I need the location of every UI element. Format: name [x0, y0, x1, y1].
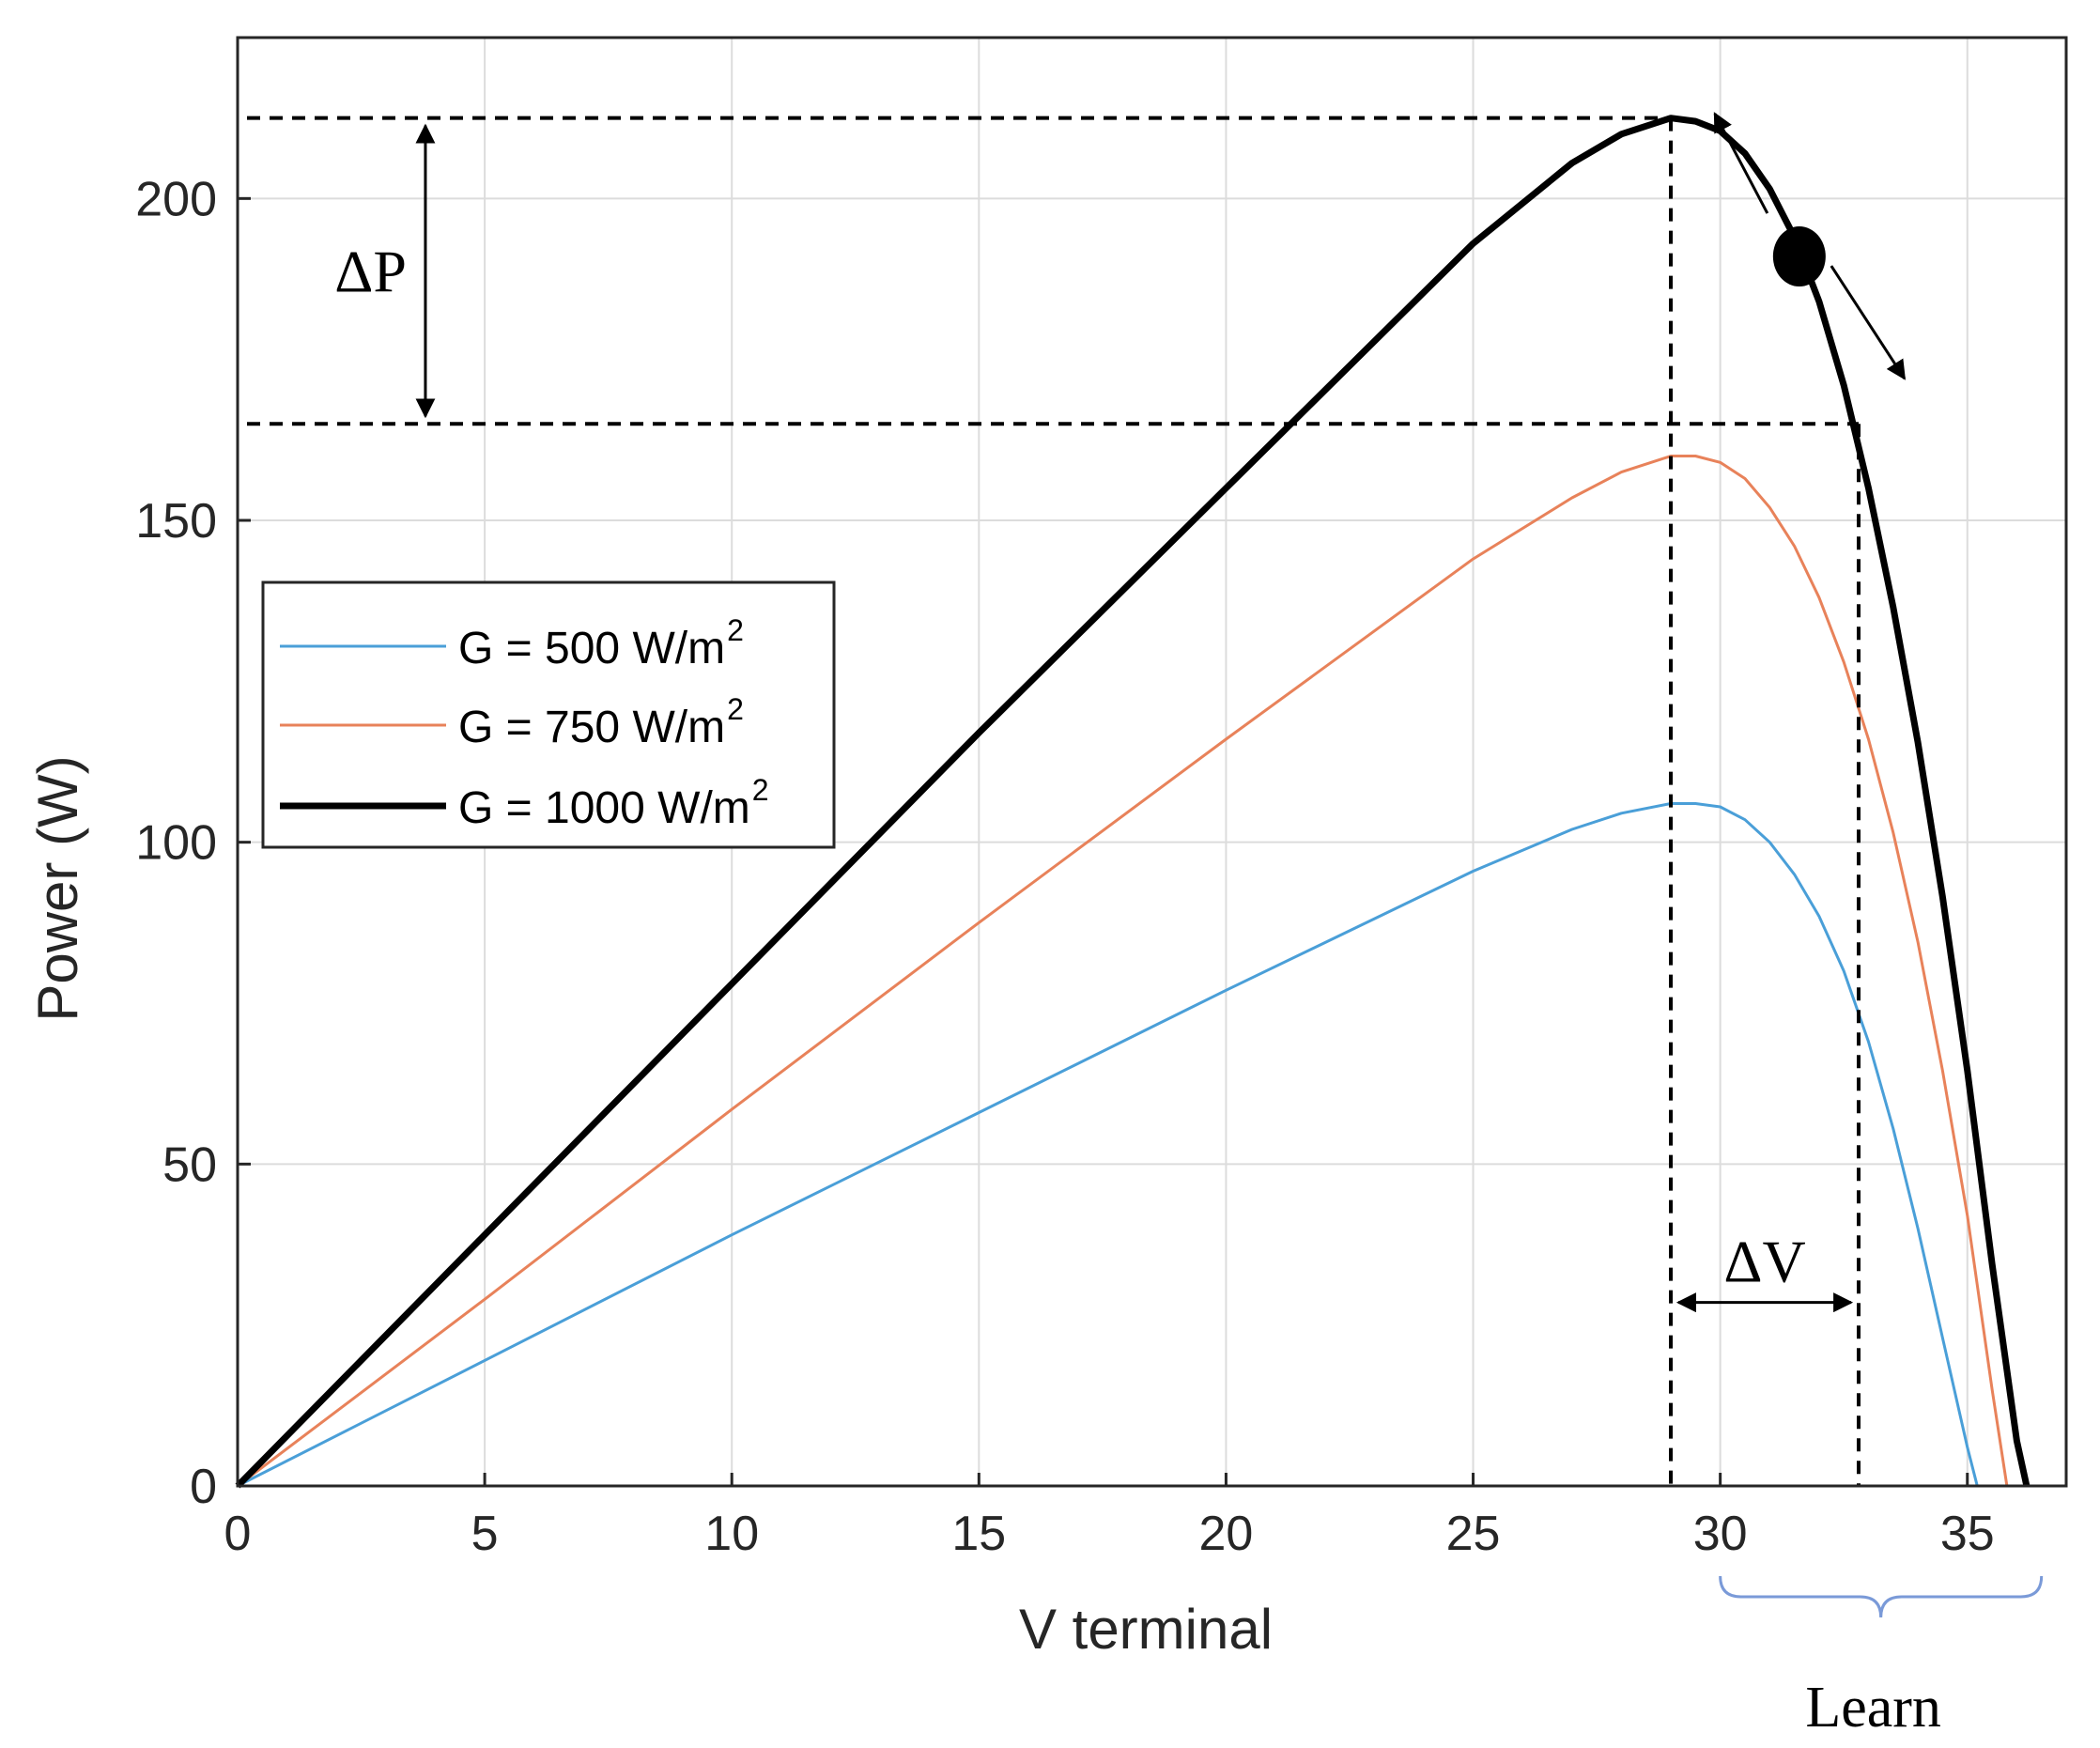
- learn-brace: [1719, 1575, 2044, 1618]
- operating-point-marker: [1772, 226, 1826, 287]
- y-tick-label: 150: [135, 494, 217, 549]
- learn-label: Learn: [1805, 1676, 1941, 1740]
- y-axis-label: Power (W): [26, 755, 89, 1021]
- x-tick-label: 10: [704, 1507, 759, 1561]
- y-tick-label: 0: [190, 1460, 217, 1514]
- legend-sup-1: 2: [727, 692, 744, 726]
- legend-sup-2: 2: [752, 773, 769, 807]
- series-line-1: [237, 455, 2009, 1488]
- x-tick-label: 15: [951, 1507, 1006, 1561]
- y-tick-label: 200: [135, 172, 217, 226]
- perturb-arrow-up: [1713, 112, 1769, 214]
- x-tick-label: 5: [471, 1507, 499, 1561]
- x-axis-label: V terminal: [1019, 1598, 1273, 1661]
- x-tick-label: 0: [224, 1507, 252, 1561]
- plot-frame: [236, 36, 2068, 1488]
- delta-p-label: ΔP: [334, 238, 407, 304]
- x-tick-label: 35: [1940, 1507, 1995, 1561]
- series-line-2: [235, 115, 2031, 1489]
- x-tick-label: 25: [1446, 1507, 1501, 1561]
- perturb-arrow-down: [1830, 265, 1907, 380]
- legend: G = 500 W/m 2G = 750 W/m 2G = 1000 W/m 2: [261, 580, 836, 849]
- x-tick-label: 30: [1693, 1507, 1748, 1561]
- legend-label-2: G = 1000 W/m: [458, 783, 750, 833]
- tick-labels: 0 5 10 15 20 25 30 35 0 50 100 150 200: [135, 172, 1994, 1561]
- series-line-0: [237, 802, 1979, 1488]
- x-tick-label: 20: [1199, 1507, 1254, 1561]
- legend-label-1: G = 750 W/m: [458, 703, 725, 752]
- legend-sup-0: 2: [727, 613, 744, 647]
- legend-label-0: G = 500 W/m: [458, 624, 725, 673]
- annotations-group: ΔP ΔV Learn: [247, 112, 2044, 1740]
- y-tick-label: 100: [135, 816, 217, 871]
- series-group: [235, 115, 2031, 1489]
- delta-v-label: ΔV: [1723, 1229, 1805, 1295]
- y-tick-label: 50: [162, 1137, 217, 1192]
